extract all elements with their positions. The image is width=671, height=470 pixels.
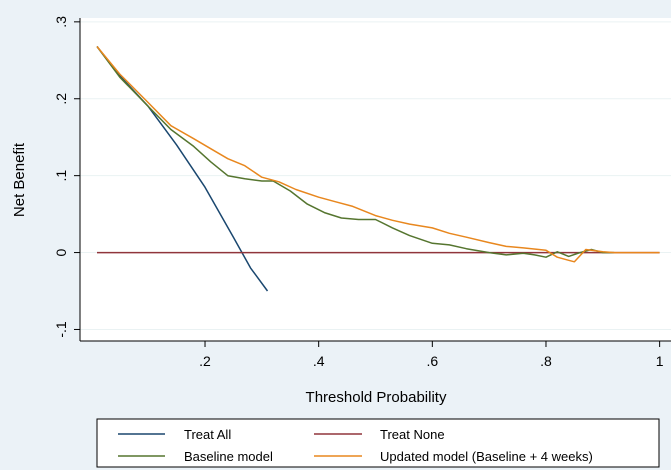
x-tick-label-0: .2 bbox=[199, 353, 211, 369]
y-tick-label-3: .2 bbox=[53, 93, 69, 105]
y-axis-title: Net Benefit bbox=[11, 142, 28, 217]
x-tick-label-3: .8 bbox=[540, 353, 552, 369]
x-tick-label-4: 1 bbox=[656, 353, 664, 369]
legend: Treat All Treat None Baseline model Upda… bbox=[96, 418, 660, 468]
series-line-updated-model-baseline-4-weeks bbox=[96, 46, 660, 263]
y-tick-label-0: -.1 bbox=[53, 321, 69, 338]
legend-label-baseline-model: Baseline model bbox=[184, 449, 273, 464]
x-axis-title: Threshold Probability bbox=[306, 389, 447, 406]
legend-label-treat-all: Treat All bbox=[184, 427, 231, 442]
y-tick-label-1: 0 bbox=[53, 248, 69, 256]
y-tick-label-4: .3 bbox=[53, 16, 69, 28]
legend-label-treat-none: Treat None bbox=[380, 427, 445, 442]
y-tick-label-2: .1 bbox=[53, 170, 69, 182]
legend-label-updated-model: Updated model (Baseline + 4 weeks) bbox=[380, 449, 593, 464]
axes: -.1 0 .1 .2 .3 .2 .4 .6 .8 1 bbox=[53, 16, 671, 369]
series-line-treat-all bbox=[96, 46, 269, 292]
series-layer bbox=[96, 46, 660, 292]
series-line-baseline-model bbox=[96, 46, 615, 258]
x-tick-label-1: .4 bbox=[313, 353, 325, 369]
plot-background bbox=[80, 18, 671, 341]
legend-box bbox=[96, 418, 660, 468]
x-tick-label-2: .6 bbox=[426, 353, 438, 369]
